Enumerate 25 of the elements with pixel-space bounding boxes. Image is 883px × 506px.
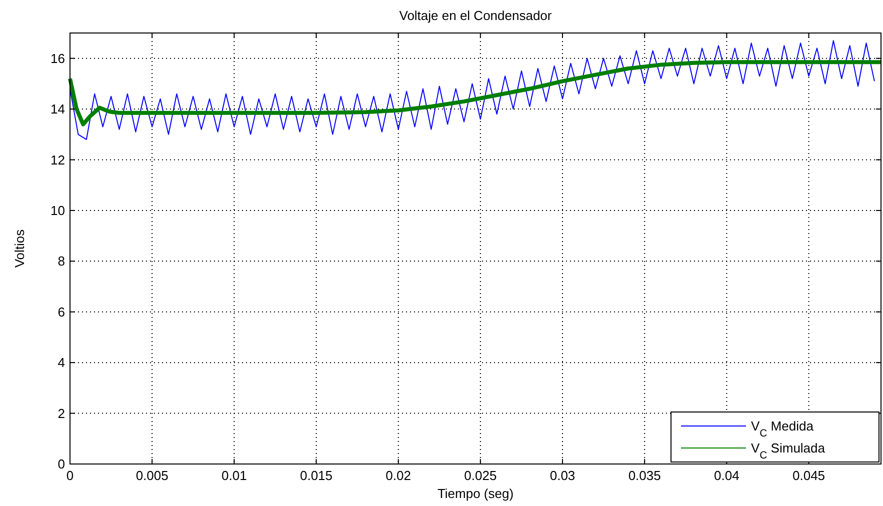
y-tick-label: 16 <box>50 50 65 66</box>
line-series <box>68 60 883 126</box>
x-tick-label: 0.01 <box>222 468 247 483</box>
y-tick-label: 6 <box>58 304 65 320</box>
x-tick-label: 0.04 <box>714 468 740 483</box>
y-tick-label: 4 <box>58 355 65 370</box>
x-tick-label: 0.015 <box>300 468 333 483</box>
y-tick-label: 10 <box>50 203 65 218</box>
y-tick-label: 2 <box>58 406 65 421</box>
y-tick-label: 12 <box>50 152 65 168</box>
x-tick-label: 0.035 <box>628 468 661 483</box>
x-tick-label: 0.045 <box>792 468 826 483</box>
x-tick-label: 0.005 <box>136 468 168 483</box>
chart-title: Voltaje en el Condensador <box>399 8 552 23</box>
y-tick-label: 8 <box>58 254 65 269</box>
y-axis-title: Voltios <box>12 228 27 268</box>
legend-label: V$_{C}$ Medida <box>751 418 814 440</box>
y-tick-label: 0 <box>58 456 65 472</box>
y-tick-label: 14 <box>50 102 65 117</box>
x-tick-label: 0.025 <box>464 468 497 483</box>
x-tick-label: 0.03 <box>550 468 576 483</box>
x-axis-title: Tiempo (seg) <box>437 486 514 501</box>
x-tick-label: 0.02 <box>386 468 411 483</box>
legend-label: V$_{C}$ Simulada <box>751 440 826 462</box>
line-series <box>70 40 875 140</box>
